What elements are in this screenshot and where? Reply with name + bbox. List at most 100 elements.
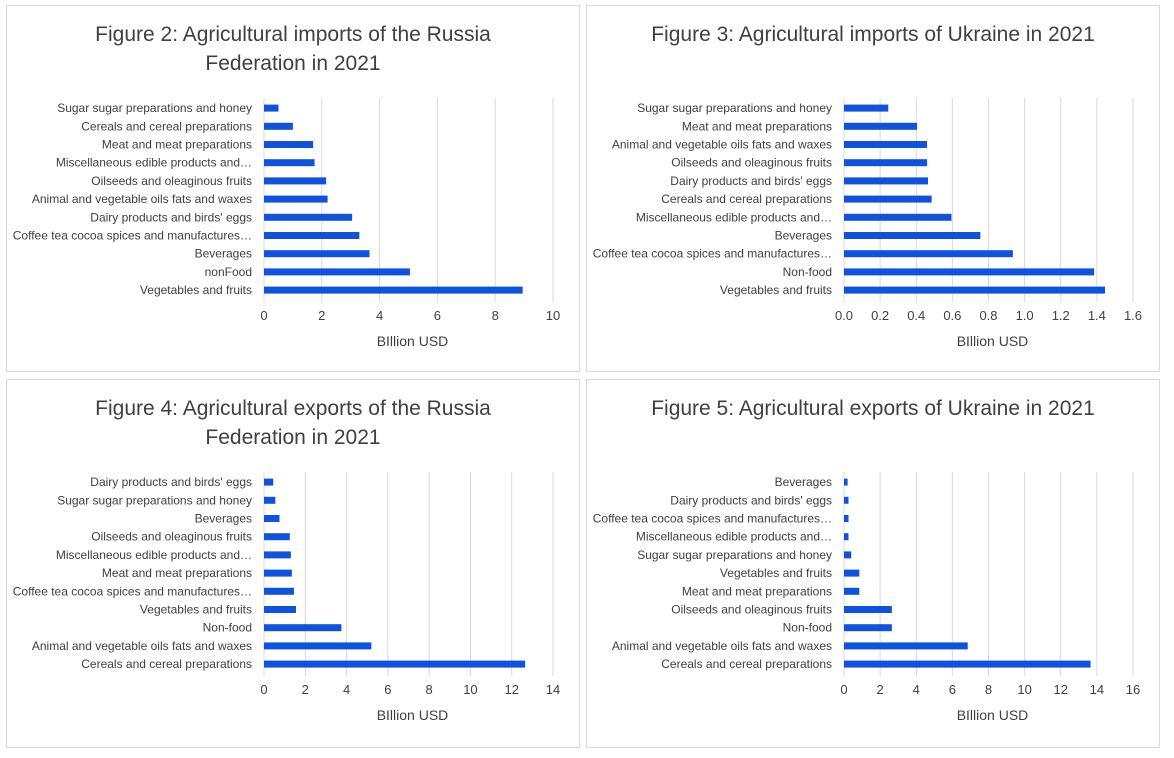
bar [844, 268, 1095, 276]
bar [264, 286, 523, 294]
bar [844, 478, 848, 486]
x-tick-label: 4 [376, 308, 383, 323]
x-axis-label: BIllion USD [957, 333, 1029, 349]
x-tick-label: 6 [949, 682, 956, 697]
category-label: Dairy products and birds' eggs [670, 174, 832, 188]
category-label: Non-food [203, 621, 252, 635]
chart-panel-russia-exports: Figure 4: Agricultural exports of the Ru… [6, 379, 580, 748]
bar [844, 104, 889, 112]
x-tick-label: 8 [985, 682, 992, 697]
x-tick-label: 4 [343, 682, 350, 697]
category-label: Cereals and cereal preparations [81, 657, 252, 671]
bar [264, 533, 290, 541]
category-label: Coffee tea cocoa spices and manufactures… [13, 584, 252, 598]
bar [844, 606, 892, 613]
x-tick-label: 16 [1126, 682, 1140, 697]
category-label: Miscellaneous edible products and… [636, 210, 832, 224]
chart-panel-ukraine-imports: Figure 3: Agricultural imports of Ukrain… [586, 5, 1160, 372]
chart-title: Figure 3: Agricultural imports of Ukrain… [651, 23, 1095, 46]
chart-plot: 0 2 4 6 8 10 Sugar sugar preparations and hone… [13, 98, 560, 349]
category-label: Beverages [775, 475, 832, 489]
category-label: Meat and meat preparations [102, 138, 252, 152]
bar [264, 232, 360, 239]
category-label: Vegetables and fruits [140, 283, 252, 297]
category-label: Sugar sugar preparations and honey [57, 493, 252, 507]
x-tick-label: 1.6 [1124, 308, 1142, 323]
bar [264, 551, 291, 559]
x-tick-label: 2 [302, 682, 309, 697]
bar [264, 606, 296, 613]
category-label: Miscellaneous edible products and… [636, 530, 832, 544]
bar [844, 551, 852, 559]
category-label: Sugar sugar preparations and honey [637, 101, 832, 115]
bar [264, 569, 292, 577]
bar [264, 587, 294, 595]
category-label: Animal and vegetable oils fats and waxes [612, 639, 832, 653]
bar [844, 159, 928, 167]
bar [844, 213, 952, 221]
x-tick-label: 14 [546, 682, 560, 697]
category-label: nonFood [205, 265, 252, 279]
bar [264, 515, 280, 522]
chart-plot: 0 2 4 6 8 10 12 14 Dairy products and birds' egg… [13, 472, 560, 723]
category-label: Oilseeds and oleaginous fruits [671, 156, 832, 170]
x-tick-label: 4 [913, 682, 920, 697]
x-tick-label: 8 [426, 682, 433, 697]
bar [264, 122, 293, 130]
category-label: Oilseeds and oleaginous fruits [671, 603, 832, 617]
category-label: Oilseeds and oleaginous fruits [91, 174, 252, 188]
bar [264, 624, 342, 632]
bar [844, 232, 981, 239]
category-label: Miscellaneous edible products and… [56, 156, 252, 170]
category-label: Beverages [195, 247, 252, 261]
bar [264, 195, 328, 203]
bar [264, 141, 314, 148]
category-label: Beverages [775, 229, 832, 243]
x-axis-label: BIllion USD [957, 707, 1029, 723]
x-tick-label: 0 [260, 682, 267, 697]
bar [264, 159, 315, 167]
category-label: Beverages [195, 512, 252, 526]
x-axis-label: BIllion USD [377, 707, 449, 723]
category-label: Vegetables and fruits [720, 283, 832, 297]
x-tick-label: 0.0 [835, 308, 853, 323]
x-tick-label: 0.4 [907, 308, 925, 323]
category-label: Sugar sugar preparations and honey [637, 548, 832, 562]
x-tick-label: 12 [1054, 682, 1068, 697]
category-label: Coffee tea cocoa spices and manufactures… [13, 229, 252, 243]
bar [264, 478, 274, 486]
x-tick-label: 2 [877, 682, 884, 697]
x-tick-label: 2 [318, 308, 325, 323]
x-tick-label: 0.8 [979, 308, 997, 323]
x-tick-label: 0 [260, 308, 267, 323]
category-label: Dairy products and birds' eggs [670, 493, 832, 507]
bar [264, 213, 353, 221]
bar [264, 642, 372, 650]
bar [264, 660, 526, 668]
bar [844, 141, 928, 148]
x-tick-label: 0 [840, 682, 847, 697]
bar [264, 250, 370, 258]
category-label: Non-food [783, 265, 832, 279]
bar [844, 533, 849, 541]
category-label: Non-food [783, 621, 832, 635]
bar [844, 496, 849, 504]
x-axis-label: BIllion USD [377, 333, 449, 349]
bar [844, 286, 1106, 294]
category-label: Dairy products and birds' eggs [90, 210, 252, 224]
x-tick-label: 10 [546, 308, 560, 323]
chart-panel-russia-imports: Figure 2: Agricultural imports of the Ru… [6, 5, 580, 372]
category-label: Coffee tea cocoa spices and manufactures… [593, 247, 832, 261]
bar [264, 268, 410, 276]
category-label: Meat and meat preparations [102, 566, 252, 580]
bar [844, 642, 968, 650]
bar [844, 195, 932, 203]
x-tick-label: 10 [463, 682, 477, 697]
chart-title: Figure 2: Agricultural imports of the Ru… [95, 23, 491, 75]
category-label: Coffee tea cocoa spices and manufactures… [593, 512, 832, 526]
category-label: Meat and meat preparations [682, 584, 832, 598]
x-tick-label: 1.2 [1052, 308, 1070, 323]
x-tick-label: 12 [504, 682, 518, 697]
chart-title: Figure 5: Agricultural exports of Ukrain… [651, 397, 1095, 420]
bar [844, 660, 1091, 668]
